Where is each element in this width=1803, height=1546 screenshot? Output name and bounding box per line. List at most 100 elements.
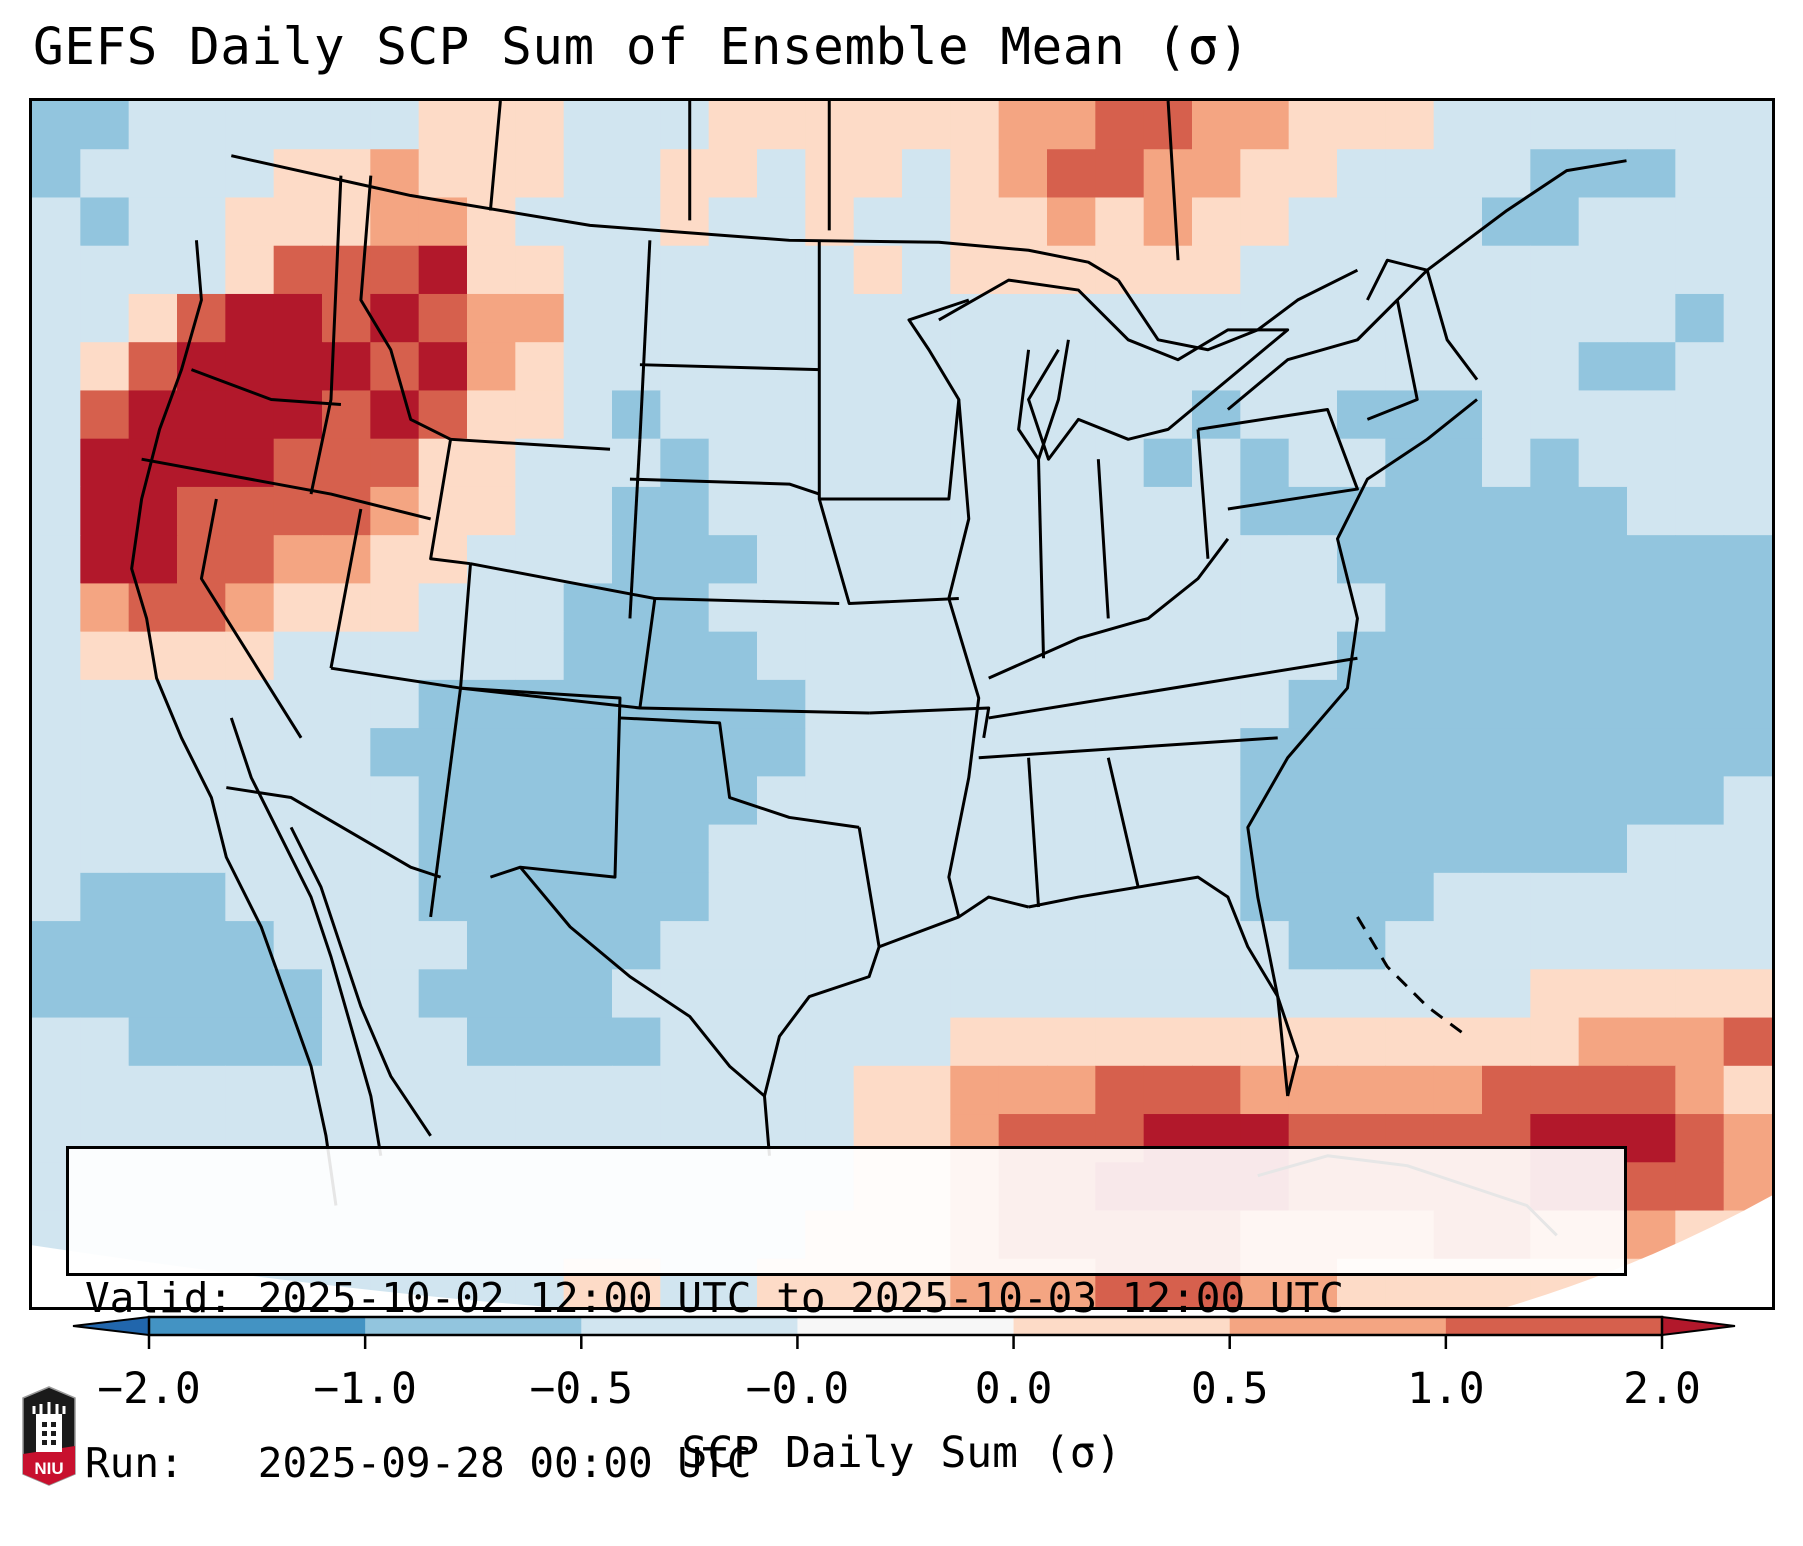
heatmap-cell [128,293,178,343]
heatmap-cell [1433,728,1483,777]
heatmap-cell [998,969,1048,1019]
heatmap-cell [1095,293,1145,343]
heatmap-cell [853,1017,903,1067]
id-wy-border [450,437,611,451]
heatmap-cell [1482,293,1531,343]
heatmap-cell [128,1017,178,1067]
heatmap-cell [1578,969,1628,1019]
heatmap-cell [998,101,1048,150]
heatmap-cell [902,438,951,488]
heatmap-cell [1723,583,1772,633]
heatmap-cell [1337,631,1386,681]
heatmap-cell [1530,631,1580,681]
heatmap-cell [128,921,178,970]
heatmap-cell [1192,342,1241,392]
run-time-line: Run: 2025-09-28 00:00 UTC [85,1439,752,1487]
heatmap-cell [1288,101,1338,150]
heatmap-cell [32,149,81,199]
heatmap-cell [1385,197,1435,247]
heatmap-cell [1385,486,1435,536]
heatmap-cell [950,245,1000,295]
heatmap-cell [1627,245,1676,295]
heatmap-cell [1337,535,1386,584]
heatmap-cell [1433,921,1483,970]
heatmap-cell [853,1065,903,1115]
heatmap-cell [32,486,81,536]
ne-ks-border [654,597,840,605]
heatmap-cell [1337,245,1386,295]
heatmap-cell [708,921,758,970]
heatmap-cell [1047,486,1096,536]
heatmap-cell [757,486,806,536]
heatmap-cell [563,824,613,874]
heatmap-cell [998,776,1048,826]
heatmap-cell [273,390,323,440]
heatmap-cell [467,245,516,295]
heatmap-cell [273,101,323,150]
heatmap-cell [1627,776,1676,826]
heatmap-cell [998,679,1048,729]
heatmap-cell [805,872,855,922]
heatmap-cell [1723,149,1772,199]
heatmap-cell [950,631,1000,681]
heatmap-cell [80,342,130,392]
heatmap-cell [1047,390,1096,440]
heatmap-cell [805,679,855,729]
heatmap-layer [32,101,1772,1307]
heatmap-cell [1675,728,1725,777]
heatmap-cell [1675,486,1725,536]
heatmap-cell [1675,824,1725,874]
colorbar-segment [1229,1317,1447,1335]
heatmap-cell [515,101,565,150]
heatmap-cell [902,631,951,681]
heatmap-cell [1143,197,1193,247]
map-svg [32,101,1772,1307]
atlantic-coast [1246,398,1478,1097]
heatmap-cell [902,824,951,874]
heatmap-cell [128,245,178,295]
colorbar-segment [581,1317,798,1335]
heatmap-cell [322,342,371,392]
heatmap-cell [757,438,806,488]
heatmap-cell [225,969,275,1019]
heatmap-cell [225,776,275,826]
heatmap-cell [660,631,710,681]
heatmap-cell [32,101,81,150]
heatmap-cell [612,631,661,681]
heatmap-cell [1530,390,1580,440]
heatmap-cell [998,921,1048,970]
heatmap-cell [467,342,516,392]
heatmap-cell [1385,293,1435,343]
heatmap-cell [1627,631,1676,681]
heatmap-cell [80,535,130,584]
heatmap-cell [1578,728,1628,777]
heatmap-cell [80,631,130,681]
heatmap-cell [1627,1065,1676,1115]
heatmap-cell [1385,149,1435,199]
heatmap-cell [80,824,130,874]
heatmap-cell [1433,679,1483,729]
heatmap-cell [1192,872,1241,922]
heatmap-cell [273,245,323,295]
heatmap-cell [708,149,758,199]
la-coast [878,895,1029,949]
wa-or-border [190,368,342,406]
colorbar-tick-label: 2.0 [1623,1364,1701,1414]
heatmap-cell [950,293,1000,343]
heatmap-cell [563,149,613,199]
heatmap-cell [1288,679,1338,729]
heatmap-cell [1337,776,1386,826]
heatmap-cell [1433,535,1483,584]
heatmap-cell [563,872,613,922]
heatmap-cell [1337,1065,1386,1115]
heatmap-cell [902,149,951,199]
heatmap-cell [1192,486,1241,536]
heatmap-cell [1192,776,1241,826]
heatmap-cell [1433,872,1483,922]
heatmap-cell [322,1017,371,1067]
heatmap-cell [708,583,758,633]
heatmap-cell [902,872,951,922]
heatmap-cell [225,101,275,150]
heatmap-cell [708,293,758,343]
heatmap-cell [1530,679,1580,729]
